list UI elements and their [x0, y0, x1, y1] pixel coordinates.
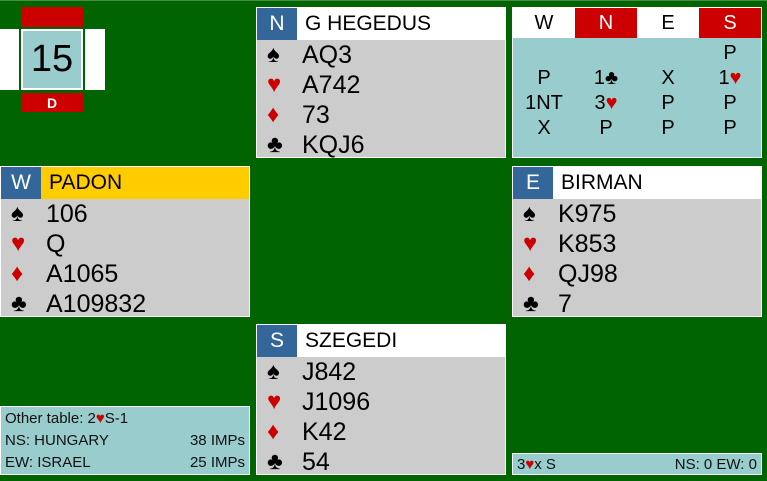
bid: P	[537, 67, 551, 89]
clubs-cards: KQJ6	[302, 130, 365, 159]
bid: X	[661, 67, 675, 89]
player-name: SZEGEDI	[305, 329, 398, 352]
clubs-cards: A109832	[46, 289, 147, 318]
spade-icon: ♠	[267, 358, 280, 385]
team-ew-imps: 25 IMPs	[189, 453, 245, 471]
diamonds-cards: A1065	[46, 259, 119, 288]
bid: P	[723, 92, 737, 114]
spade-icon: ♠	[267, 41, 280, 68]
auction-row: P 1♣ X 1♥	[513, 66, 761, 91]
team-ns: NS: HUNGARY	[5, 431, 109, 449]
spades-cards: AQ3	[302, 40, 353, 69]
match-info-panel: Other table: 2 ♥ S-1 NS: HUNGARY 38 IMPs EW…	[0, 406, 250, 475]
seat-label: N	[257, 8, 297, 40]
other-table-label: Other table: 2	[5, 409, 96, 427]
spades-cards: K975	[558, 199, 617, 228]
contract-panel: 3♥x S NS: 0 EW: 0	[512, 453, 762, 475]
auction-header-w: W	[534, 11, 554, 34]
bid: 3♥	[594, 92, 618, 114]
north-hand: N G HEGEDUS ♠ AQ3 ♥ A742 ♦ 73 ♣ KQJ6	[256, 7, 506, 159]
spades-cards: 106	[46, 199, 88, 228]
dealer-indicator: D	[21, 93, 83, 112]
auction-header-s: S	[699, 8, 761, 38]
seat-label: W	[1, 167, 41, 199]
diamonds-cards: QJ98	[558, 259, 618, 288]
vul-east-indicator	[85, 29, 105, 90]
heart-icon: ♥	[95, 409, 105, 427]
vul-north-indicator	[21, 7, 83, 27]
club-icon: ♣	[267, 131, 283, 158]
auction-header-e: E	[661, 11, 675, 34]
contract-rest: x S	[534, 455, 556, 473]
auction-row: P	[513, 41, 761, 66]
bid: P	[661, 117, 675, 139]
heart-icon: ♥	[267, 71, 282, 98]
hearts-cards: A742	[302, 70, 361, 99]
score: NS: 0 EW: 0	[674, 455, 757, 473]
east-hand: E BIRMAN ♠ K975 ♥ K853 ♦ QJ98 ♣ 7	[512, 166, 762, 318]
board-number: 15	[21, 29, 83, 90]
spades-cards: J842	[302, 357, 357, 386]
diamonds-cards: 73	[302, 100, 330, 129]
team-ew: EW: ISRAEL	[5, 453, 91, 471]
seat-label: S	[257, 325, 297, 357]
club-icon: ♣	[523, 290, 539, 317]
player-name: BIRMAN	[561, 171, 643, 194]
dealer-label: D	[46, 94, 58, 111]
spade-icon: ♠	[523, 200, 536, 227]
hearts-cards: J1096	[302, 387, 371, 416]
bid: 1NT	[525, 92, 563, 114]
auction-header-n: N	[575, 8, 637, 38]
auction-table: W N E S P P 1♣ X 1♥ 1NT 3♥ P P X P P P	[512, 7, 762, 158]
vul-west-indicator	[0, 29, 19, 90]
diamond-icon: ♦	[11, 260, 24, 287]
bid: P	[723, 42, 737, 64]
south-hand: S SZEGEDI ♠ J842 ♥ J1096 ♦ K42 ♣ 54	[256, 324, 506, 476]
team-ns-imps: 38 IMPs	[189, 431, 245, 449]
auction-row: 1NT 3♥ P P	[513, 91, 761, 116]
spade-icon: ♠	[11, 200, 24, 227]
clubs-cards: 54	[302, 447, 330, 476]
player-name: G HEGEDUS	[305, 12, 432, 35]
bid	[513, 41, 575, 66]
club-icon: ♣	[11, 290, 27, 317]
bid: 1♣	[593, 67, 619, 89]
diamond-icon: ♦	[267, 418, 280, 445]
contract-level: 3	[517, 455, 526, 473]
diamonds-cards: K42	[302, 417, 347, 446]
bid: P	[723, 117, 737, 139]
heart-icon: ♥	[11, 230, 26, 257]
west-hand: W PADON ♠ 106 ♥ Q ♦ A1065 ♣ A109832	[0, 166, 250, 318]
clubs-cards: 7	[558, 289, 572, 318]
heart-icon: ♥	[267, 388, 282, 415]
diamond-icon: ♦	[523, 260, 536, 287]
heart-icon: ♥	[525, 455, 535, 473]
bid: P	[599, 117, 613, 139]
other-table-result: S-1	[104, 409, 129, 427]
bid	[637, 41, 699, 66]
bid	[575, 41, 637, 66]
bid: 1♥	[718, 67, 742, 89]
bid: P	[661, 92, 675, 114]
bid: X	[537, 117, 551, 139]
heart-icon: ♥	[523, 230, 538, 257]
seat-label: E	[513, 167, 553, 199]
diamond-icon: ♦	[267, 101, 280, 128]
hearts-cards: Q	[46, 229, 66, 258]
hearts-cards: K853	[558, 229, 617, 258]
club-icon: ♣	[267, 448, 283, 475]
player-name: PADON	[49, 171, 123, 194]
